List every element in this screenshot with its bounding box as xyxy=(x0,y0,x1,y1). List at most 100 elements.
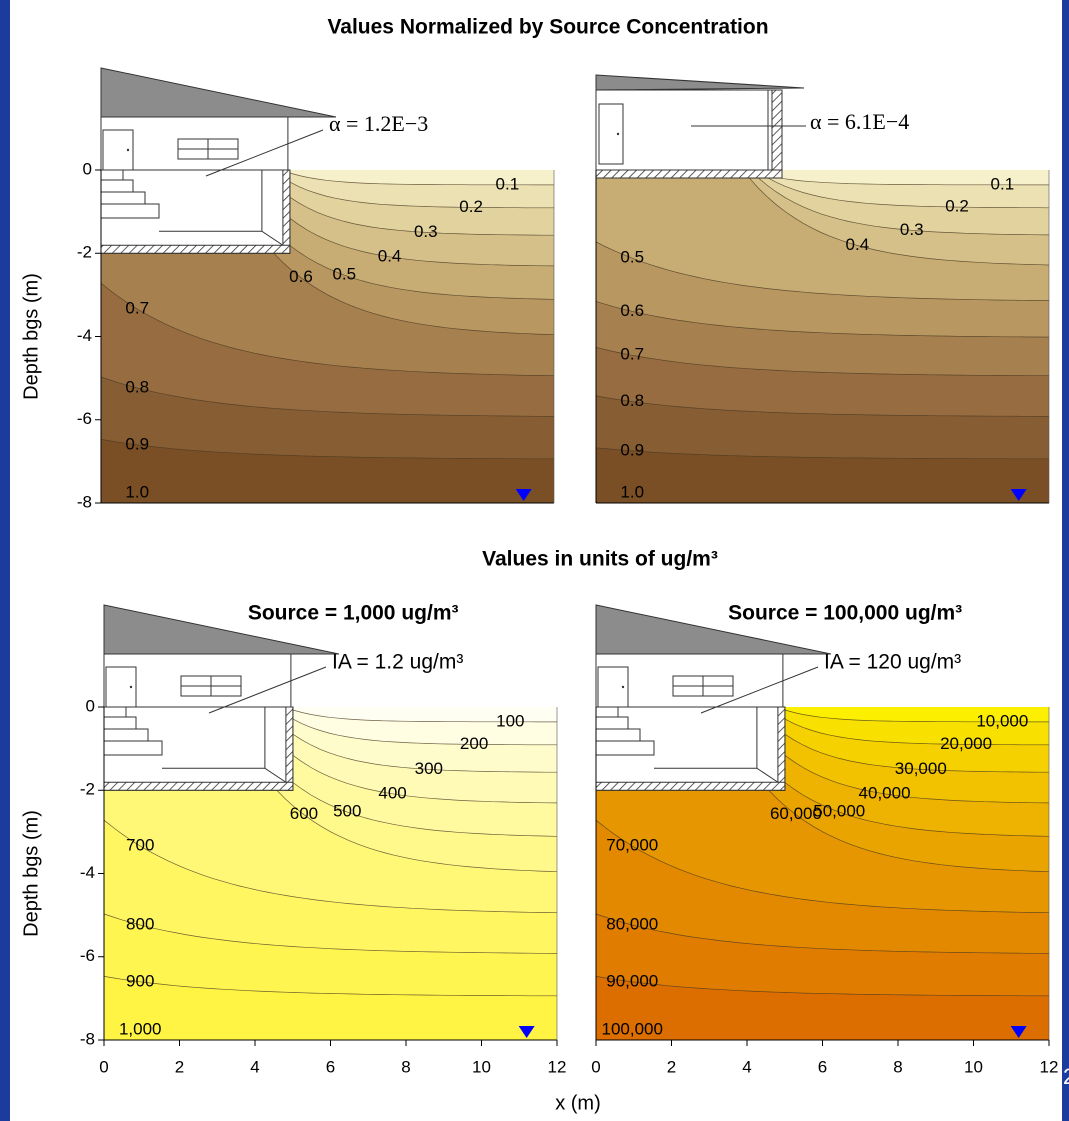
contour-label: 0.3 xyxy=(414,222,438,241)
chart-title: Source = 1,000 ug/m³ xyxy=(248,602,459,625)
contour-line xyxy=(292,755,557,804)
contour-line xyxy=(276,790,558,873)
y-tick-label: 0 xyxy=(86,696,95,715)
contour-label: 300 xyxy=(415,759,443,778)
contour-line xyxy=(103,819,558,914)
contour-label: 0.6 xyxy=(289,267,313,286)
stair xyxy=(100,191,146,205)
hatched-wall xyxy=(282,169,291,254)
contour-line xyxy=(289,245,554,300)
contour-line xyxy=(100,376,555,417)
contour-line xyxy=(595,819,1050,914)
contour-line xyxy=(100,282,555,377)
contour-label: 0.5 xyxy=(620,248,644,267)
y-tick-label: -8 xyxy=(80,1029,95,1048)
contour-label: 60,000 xyxy=(770,804,822,823)
contour-label: 600 xyxy=(290,804,318,823)
contour-line xyxy=(775,176,1049,186)
x-tick-label: 8 xyxy=(401,1057,410,1076)
stair xyxy=(103,706,127,718)
contour-line xyxy=(766,176,1049,209)
water-table xyxy=(1010,489,1027,501)
stair xyxy=(103,740,163,756)
door-knob xyxy=(621,685,625,689)
contour-label: 1.0 xyxy=(125,482,149,501)
contour-label: 0.7 xyxy=(125,298,149,317)
contour-label: 0.1 xyxy=(991,174,1015,193)
x-tick-label: 2 xyxy=(175,1057,184,1076)
stair xyxy=(595,728,641,742)
x-tick-label: 10 xyxy=(964,1057,983,1076)
stair xyxy=(103,728,149,742)
contour-label: 0.8 xyxy=(620,391,644,410)
contour-label: 1.0 xyxy=(620,482,644,501)
x-tick-label: 4 xyxy=(742,1057,751,1076)
leader-line xyxy=(205,129,324,177)
contour-label: 0.9 xyxy=(620,440,644,459)
water-table xyxy=(518,1026,535,1038)
x-tick-label: 4 xyxy=(250,1057,259,1076)
y-tick-label: -4 xyxy=(77,326,92,345)
contour-line xyxy=(768,790,1050,873)
annotation: α = 1.2E−3 xyxy=(329,111,428,136)
x-tick-label: 6 xyxy=(326,1057,335,1076)
contour-line xyxy=(103,913,558,954)
stair xyxy=(595,716,629,730)
contour-label: 30,000 xyxy=(895,759,947,778)
contour-label: 0.4 xyxy=(846,235,870,254)
hatched-wall xyxy=(285,706,294,791)
stair xyxy=(100,203,160,219)
bottom-heading: Values in units of ug/m³ xyxy=(482,548,718,571)
x-tick-label: 0 xyxy=(99,1057,108,1076)
annotation: IA = 1.2 ug/m³ xyxy=(332,651,463,674)
contour-label: 70,000 xyxy=(606,835,658,854)
house-wall xyxy=(595,89,783,171)
stair xyxy=(595,740,655,756)
contour-band xyxy=(596,976,1049,1040)
contour-label: 0.2 xyxy=(945,197,969,216)
contour-label: 500 xyxy=(333,802,361,821)
contour-label: 0.8 xyxy=(125,377,149,396)
contour-label: 100 xyxy=(496,711,524,730)
chart-title: Source = 100,000 ug/m³ xyxy=(728,602,962,625)
x-tick-label: 12 xyxy=(548,1057,567,1076)
contour-line xyxy=(784,718,1049,746)
stair xyxy=(100,179,134,193)
stair xyxy=(103,716,137,730)
y-tick-label: -6 xyxy=(77,409,92,428)
contour-line xyxy=(784,782,1049,837)
contour-line xyxy=(289,181,554,209)
contour-line xyxy=(100,439,554,460)
leader-line xyxy=(700,666,819,714)
slide-number: 2 xyxy=(1063,1064,1069,1089)
y-tick-label: -4 xyxy=(80,863,95,882)
stair xyxy=(100,169,124,181)
contour-label: 0.7 xyxy=(620,345,644,364)
contour-line xyxy=(757,177,1049,236)
y-tick-label: -2 xyxy=(80,780,95,799)
contour-label: 0.3 xyxy=(900,220,924,239)
water-table xyxy=(1010,1026,1027,1038)
roof xyxy=(595,74,805,91)
contour-line xyxy=(595,346,1049,377)
contour-line xyxy=(784,733,1049,773)
contour-line xyxy=(273,253,555,336)
y-tick-label: -6 xyxy=(80,946,95,965)
x-tick-label: 0 xyxy=(591,1057,600,1076)
annotation: α = 6.1E−4 xyxy=(810,109,909,134)
annotation: IA = 120 ug/m³ xyxy=(824,651,961,674)
y-tick-label: -2 xyxy=(77,243,92,262)
x-tick-label: 10 xyxy=(472,1057,491,1076)
hatched-wall xyxy=(771,89,783,179)
contour-line xyxy=(595,241,1050,301)
contour-label: 0.6 xyxy=(620,301,644,320)
y-axis-label: Depth bgs (m) xyxy=(20,810,42,937)
contour-line xyxy=(289,172,554,186)
contour-line xyxy=(595,395,1049,417)
hatched-floor xyxy=(100,244,291,254)
contour-band xyxy=(101,439,554,503)
contour-line xyxy=(748,177,1049,266)
contour-band xyxy=(104,976,557,1040)
stair xyxy=(595,706,619,718)
door-knob xyxy=(126,148,130,152)
